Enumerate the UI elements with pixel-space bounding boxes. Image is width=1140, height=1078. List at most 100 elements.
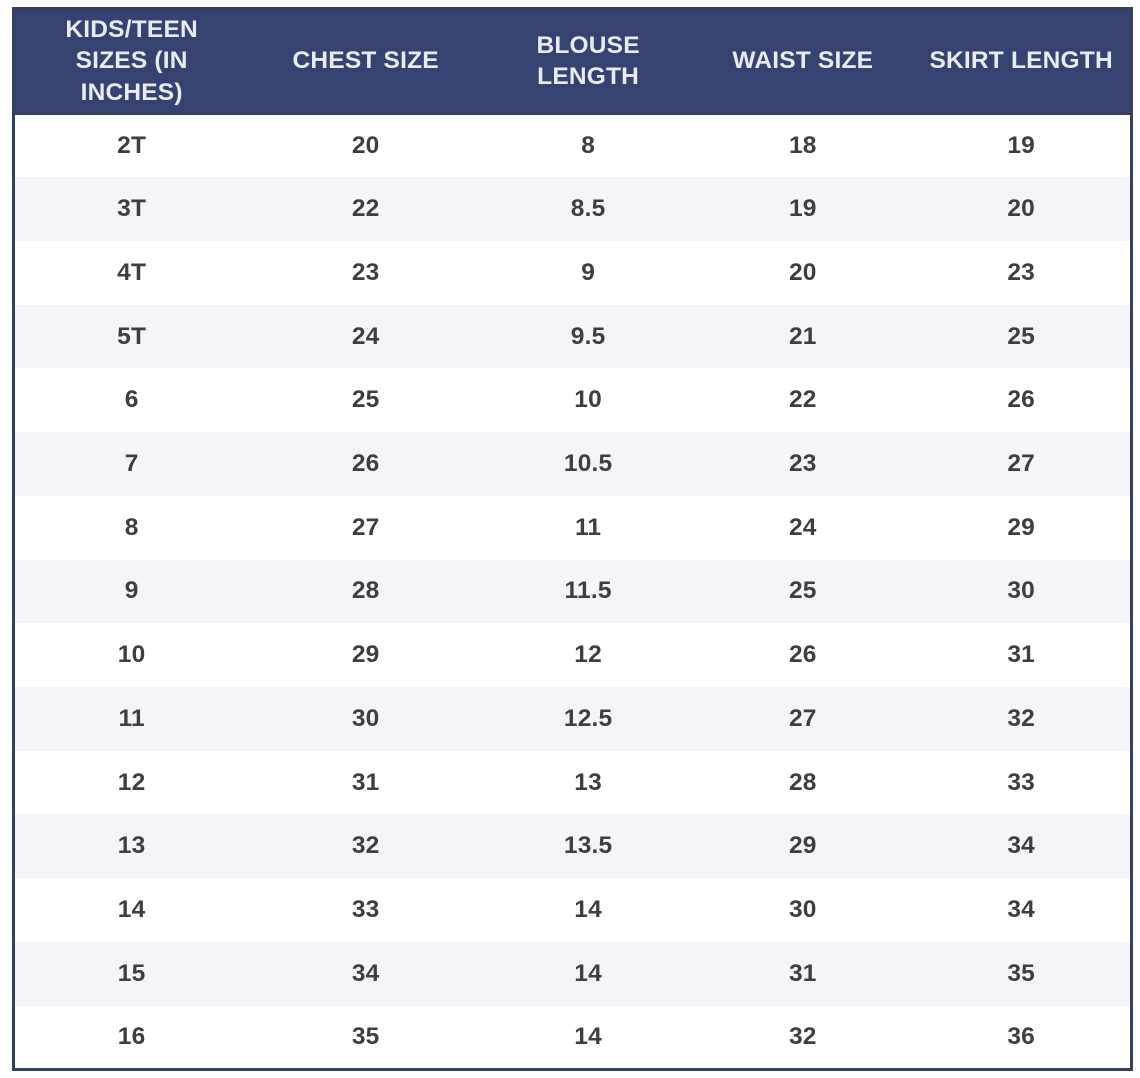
- size-label-cell: 14: [13, 878, 249, 942]
- measurement-cell: 20: [912, 177, 1132, 241]
- measurement-cell: 31: [248, 750, 484, 815]
- table-row: 11 30 12.5 27 32: [13, 686, 1132, 751]
- header-chest-size: CHEST SIZE: [248, 8, 484, 115]
- table-row: 15 34 14 31 35: [13, 941, 1132, 1006]
- measurement-cell: 26: [912, 368, 1132, 433]
- measurement-cell: 25: [693, 559, 913, 624]
- size-label-cell: 11: [13, 686, 249, 751]
- size-chart-table: KIDS/TEEN SIZES (IN INCHES) CHEST SIZE B…: [12, 7, 1133, 1071]
- table-row: 5T 24 9.5 21 25: [13, 304, 1132, 369]
- measurement-cell: 22: [693, 368, 913, 433]
- measurement-cell: 13: [483, 750, 694, 815]
- measurement-cell: 25: [248, 368, 484, 433]
- measurement-cell: 26: [248, 432, 484, 496]
- measurement-cell: 29: [693, 814, 913, 879]
- measurement-cell: 34: [248, 941, 484, 1006]
- header-skirt-length: SKIRT LENGTH: [912, 8, 1132, 115]
- measurement-cell: 31: [912, 623, 1132, 687]
- measurement-cell: 33: [248, 878, 484, 942]
- measurement-cell: 20: [693, 240, 913, 305]
- size-label-cell: 7: [13, 432, 249, 496]
- measurement-cell: 14: [483, 941, 694, 1006]
- measurement-cell: 10.5: [483, 432, 694, 496]
- table-row: 14 33 14 30 34: [13, 878, 1132, 942]
- measurement-cell: 19: [693, 177, 913, 241]
- size-label-cell: 15: [13, 941, 249, 1006]
- size-label-cell: 5T: [13, 304, 249, 369]
- size-label-cell: 3T: [13, 177, 249, 241]
- header-row: KIDS/TEEN SIZES (IN INCHES) CHEST SIZE B…: [13, 8, 1132, 115]
- measurement-cell: 9.5: [483, 304, 694, 369]
- measurement-cell: 26: [693, 623, 913, 687]
- measurement-cell: 18: [693, 113, 913, 178]
- size-label-cell: 4T: [13, 240, 249, 305]
- size-label-cell: 8: [13, 495, 249, 560]
- measurement-cell: 36: [912, 1005, 1132, 1070]
- measurement-cell: 35: [248, 1005, 484, 1070]
- table-header: KIDS/TEEN SIZES (IN INCHES) CHEST SIZE B…: [13, 8, 1132, 115]
- size-label-cell: 9: [13, 559, 249, 624]
- table-row: 7 26 10.5 23 27: [13, 432, 1132, 496]
- measurement-cell: 11: [483, 495, 694, 560]
- table-row: 6 25 10 22 26: [13, 368, 1132, 433]
- measurement-cell: 28: [248, 559, 484, 624]
- table-row: 8 27 11 24 29: [13, 495, 1132, 560]
- measurement-cell: 23: [912, 240, 1132, 305]
- measurement-cell: 20: [248, 113, 484, 178]
- size-label-cell: 12: [13, 750, 249, 815]
- measurement-cell: 34: [912, 878, 1132, 942]
- table-row: 3T 22 8.5 19 20: [13, 177, 1132, 241]
- measurement-cell: 30: [912, 559, 1132, 624]
- table-row: 13 32 13.5 29 34: [13, 814, 1132, 879]
- table-row: 2T 20 8 18 19: [13, 113, 1132, 178]
- size-chart: KIDS/TEEN SIZES (IN INCHES) CHEST SIZE B…: [12, 7, 1133, 1071]
- measurement-cell: 27: [248, 495, 484, 560]
- measurement-cell: 34: [912, 814, 1132, 879]
- size-label-cell: 2T: [13, 113, 249, 178]
- measurement-cell: 30: [248, 686, 484, 751]
- measurement-cell: 14: [483, 878, 694, 942]
- measurement-cell: 13.5: [483, 814, 694, 879]
- measurement-cell: 21: [693, 304, 913, 369]
- measurement-cell: 22: [248, 177, 484, 241]
- measurement-cell: 27: [693, 686, 913, 751]
- measurement-cell: 25: [912, 304, 1132, 369]
- measurement-cell: 8: [483, 113, 694, 178]
- measurement-cell: 29: [912, 495, 1132, 560]
- table-row: 9 28 11.5 25 30: [13, 559, 1132, 624]
- measurement-cell: 24: [693, 495, 913, 560]
- measurement-cell: 9: [483, 240, 694, 305]
- header-waist-size: WAIST SIZE: [693, 8, 913, 115]
- measurement-cell: 35: [912, 941, 1132, 1006]
- size-label-cell: 16: [13, 1005, 249, 1070]
- header-blouse-length: BLOUSE LENGTH: [483, 8, 694, 115]
- measurement-cell: 19: [912, 113, 1132, 178]
- table-body: 2T 20 8 18 19 3T 22 8.5 19 20 4T 23 9 20 23 5T 24 9.5 21 25…: [13, 113, 1132, 1070]
- measurement-cell: 12.5: [483, 686, 694, 751]
- measurement-cell: 23: [248, 240, 484, 305]
- size-label-cell: 6: [13, 368, 249, 433]
- size-label-cell: 10: [13, 623, 249, 687]
- table-row: 4T 23 9 20 23: [13, 240, 1132, 305]
- measurement-cell: 30: [693, 878, 913, 942]
- measurement-cell: 24: [248, 304, 484, 369]
- measurement-cell: 32: [693, 1005, 913, 1070]
- measurement-cell: 28: [693, 750, 913, 815]
- measurement-cell: 11.5: [483, 559, 694, 624]
- measurement-cell: 31: [693, 941, 913, 1006]
- measurement-cell: 27: [912, 432, 1132, 496]
- measurement-cell: 29: [248, 623, 484, 687]
- measurement-cell: 32: [912, 686, 1132, 751]
- table-row: 10 29 12 26 31: [13, 623, 1132, 687]
- measurement-cell: 12: [483, 623, 694, 687]
- table-row: 16 35 14 32 36: [13, 1005, 1132, 1070]
- header-sizes: KIDS/TEEN SIZES (IN INCHES): [13, 8, 249, 115]
- table-row: 12 31 13 28 33: [13, 750, 1132, 815]
- measurement-cell: 10: [483, 368, 694, 433]
- measurement-cell: 8.5: [483, 177, 694, 241]
- measurement-cell: 33: [912, 750, 1132, 815]
- measurement-cell: 14: [483, 1005, 694, 1070]
- size-label-cell: 13: [13, 814, 249, 879]
- measurement-cell: 23: [693, 432, 913, 496]
- measurement-cell: 32: [248, 814, 484, 879]
